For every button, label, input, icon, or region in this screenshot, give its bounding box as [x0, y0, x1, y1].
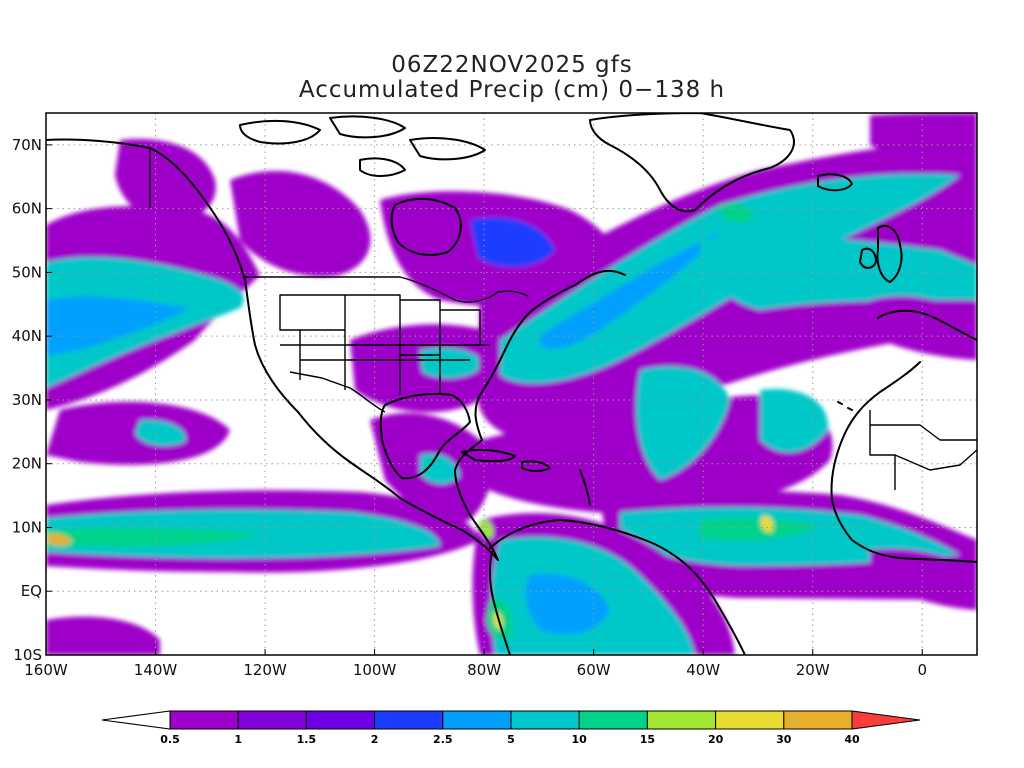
colorbar-segment — [374, 710, 444, 730]
colorbar-level-label: 20 — [708, 733, 724, 746]
y-tick-label: 60N — [12, 200, 42, 218]
y-tick-label: 20N — [12, 455, 42, 473]
y-tick-label: 10S — [13, 646, 42, 664]
x-tick-label: 0 — [917, 661, 927, 679]
y-tick-label: 10N — [12, 518, 42, 536]
precip-area-teal — [700, 235, 977, 310]
precip-area-green — [700, 518, 820, 541]
precip-area-purple — [230, 171, 371, 277]
colorbar-segment — [715, 710, 785, 730]
y-tick-label: EQ — [21, 582, 42, 600]
colorbar-arrow-high — [851, 710, 921, 730]
precip-area-purple — [115, 139, 216, 222]
colorbar-level-label: 0.5 — [160, 733, 180, 746]
precip-area-purple — [870, 113, 977, 162]
plot-area — [45, 112, 978, 656]
precip-area-yellow — [760, 515, 774, 533]
colorbar-level-label: 15 — [640, 733, 655, 746]
x-tick-label: 20W — [796, 661, 830, 679]
precip-area-teal — [420, 453, 460, 485]
precip-area-teal — [135, 419, 186, 446]
precip-area-green — [719, 203, 753, 223]
colorbar-level-label: 1.5 — [297, 733, 317, 746]
coastline-south-america-west — [488, 551, 511, 655]
coastline-cuba — [461, 448, 516, 463]
coastline-south-america — [489, 519, 746, 655]
coastline-hudson-bay — [390, 197, 462, 256]
y-tick-label: 50N — [12, 263, 42, 281]
chart-title-line1: 06Z22NOV2025 gfs — [391, 52, 632, 78]
coastline-hispaniola — [521, 460, 551, 472]
x-tick-label: 120W — [243, 661, 287, 679]
precip-area-teal — [636, 366, 730, 480]
colorbar-level-label: 5 — [507, 733, 515, 746]
y-tick-label: 40N — [12, 327, 42, 345]
precip-area-purple — [46, 616, 160, 655]
border-us-canada — [245, 276, 529, 303]
y-axis-ticks: 70N 60N 50N 40N 30N 20N 10N EQ 10S — [12, 136, 52, 664]
plot-frame — [45, 112, 978, 656]
x-tick-label: 160W — [24, 661, 68, 679]
border-mali-mauritania — [894, 449, 977, 471]
border-western-sahara — [869, 410, 977, 490]
x-axis-ticks: 160W 140W 120W 100W 80W 60W 40W 20W 0 — [24, 649, 927, 679]
coastline-africa-west — [830, 361, 977, 563]
border-us-states — [279, 294, 490, 395]
precip-area-cyan — [46, 296, 190, 356]
precip-area-green — [46, 527, 260, 547]
precip-area-orange — [48, 533, 72, 546]
coastline-britain — [876, 225, 903, 283]
border-us-mexico — [289, 371, 386, 413]
x-tick-label: 100W — [353, 661, 397, 679]
coastline-lesser-antilles — [579, 469, 591, 506]
colorbar-segment — [578, 710, 648, 730]
precip-area-cyan — [540, 232, 720, 349]
colorbar-segment — [783, 710, 853, 730]
coastline-iberia — [877, 309, 977, 341]
colorbar-segment — [510, 710, 580, 730]
colorbar-arrow-low — [101, 710, 171, 730]
precip-area-cyan — [525, 574, 610, 635]
coastline-north-america-west — [46, 138, 499, 561]
coastline-greenland — [589, 113, 795, 213]
x-tick-label: 140W — [134, 661, 178, 679]
coastlines — [46, 113, 977, 655]
political-borders — [149, 147, 977, 490]
colorbar-segment — [305, 710, 376, 730]
coastline-ireland — [859, 247, 877, 269]
y-tick-label: 70N — [12, 136, 42, 154]
coastline-gulf-of-mexico — [379, 392, 471, 480]
chart-title-line2: Accumulated Precip (cm) 0−138 h — [299, 77, 725, 103]
colorbar-segment — [442, 710, 512, 730]
colorbar-segment — [237, 710, 307, 730]
y-tick-label: 30N — [12, 391, 42, 409]
colorbar-level-label: 10 — [572, 733, 588, 746]
x-tick-label: 40W — [686, 661, 720, 679]
coastline-north-america-east — [454, 269, 626, 561]
precip-area-teal — [920, 249, 977, 300]
precip-area-teal — [760, 389, 829, 453]
precip-field — [46, 113, 977, 655]
colorbar-legend: 0.5 1 1.5 2 2.5 5 10 15 20 30 40 — [101, 710, 921, 746]
coastline-iceland — [817, 173, 853, 192]
colorbar-segment — [646, 710, 717, 730]
colorbar-level-label: 1 — [234, 733, 242, 746]
colorbar-level-label: 2.5 — [433, 733, 453, 746]
lat-lon-grid — [46, 113, 977, 655]
coastline-arctic-islands — [239, 115, 486, 177]
x-tick-label: 60W — [577, 661, 611, 679]
x-tick-label: 80W — [467, 661, 501, 679]
colorbar-segment — [169, 710, 239, 730]
precip-area-purple — [870, 548, 977, 610]
coastline-canary-islands — [837, 401, 853, 411]
precip-area-blue — [470, 217, 555, 268]
colorbar-level-label: 2 — [371, 733, 379, 746]
colorbar-level-label: 40 — [844, 733, 860, 746]
colorbar-level-label: 30 — [776, 733, 792, 746]
